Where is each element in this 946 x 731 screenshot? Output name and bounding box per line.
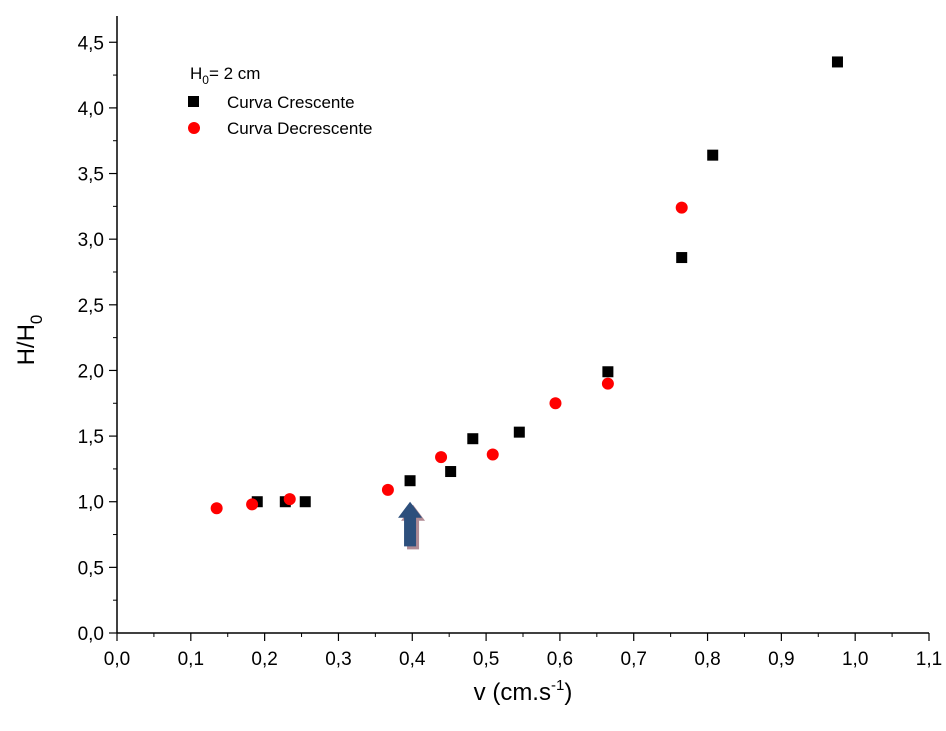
data-point-square	[707, 149, 719, 161]
x-tick-label: 0,5	[473, 649, 499, 670]
y-tick-label: 2,5	[78, 296, 104, 317]
x-axis-title: v (cm.s-1)	[474, 677, 573, 706]
data-point-circle	[283, 493, 296, 506]
y-tick-label: 0,0	[78, 624, 104, 645]
x-tick-label: 0,6	[547, 649, 573, 670]
y-tick-label: 0,5	[78, 558, 104, 579]
y-tick-label: 4,0	[78, 99, 104, 120]
x-tick-label: 1,1	[916, 649, 942, 670]
annotation	[398, 501, 426, 550]
data-point-circle	[435, 451, 448, 464]
x-tick-label: 0,7	[621, 649, 647, 670]
y-tick-label: 2,0	[78, 361, 104, 382]
y-tick-label: 3,5	[78, 165, 104, 186]
legend-label-crescente: Curva Crescente	[227, 93, 355, 112]
x-tick-label: 0,8	[694, 649, 720, 670]
data-point-square	[602, 366, 614, 378]
y-tick-label: 3,0	[78, 230, 104, 251]
y-tick-label: 4,5	[78, 33, 104, 54]
data-point-square	[299, 496, 311, 508]
legend-marker-square	[188, 96, 199, 107]
x-tick-label: 0,4	[399, 649, 426, 670]
data-point-circle	[675, 201, 688, 214]
data-point-square	[404, 475, 416, 487]
x-tick-label: 0,2	[251, 649, 277, 670]
legend: H0= 2 cm Curva Crescente Curva Decrescen…	[188, 64, 373, 138]
data-points	[210, 56, 843, 515]
data-point-circle	[210, 502, 223, 515]
x-tick-label: 1,0	[842, 649, 868, 670]
x-tick-label: 0,0	[104, 649, 130, 670]
y-axis-title: H/H0	[13, 315, 46, 366]
data-point-circle	[246, 498, 259, 511]
arrow-up-annotation	[398, 501, 423, 547]
y-tick-label: 1,0	[78, 493, 104, 514]
data-point-circle	[549, 397, 562, 410]
axis-ticks: 0,0 0,1 0,2 0,3 0,4 0,5 0,6 0,7 0,8 0,9 1,0 1,1 0,0 0…	[78, 33, 943, 670]
data-point-square	[445, 466, 457, 478]
legend-header: H0= 2 cm	[190, 64, 260, 87]
x-tick-label: 0,9	[768, 649, 794, 670]
data-point-circle	[486, 448, 499, 461]
legend-label-decrescente: Curva Decrescente	[227, 119, 373, 138]
data-point-square	[831, 56, 843, 68]
y-tick-label: 1,5	[78, 427, 104, 448]
data-point-circle	[381, 483, 394, 496]
data-point-square	[467, 433, 479, 445]
x-tick-label: 0,1	[178, 649, 204, 670]
legend-marker-circle	[188, 122, 200, 134]
data-point-square	[676, 252, 688, 264]
data-point-circle	[601, 377, 614, 390]
x-tick-label: 0,3	[325, 649, 351, 670]
data-point-square	[513, 426, 525, 438]
